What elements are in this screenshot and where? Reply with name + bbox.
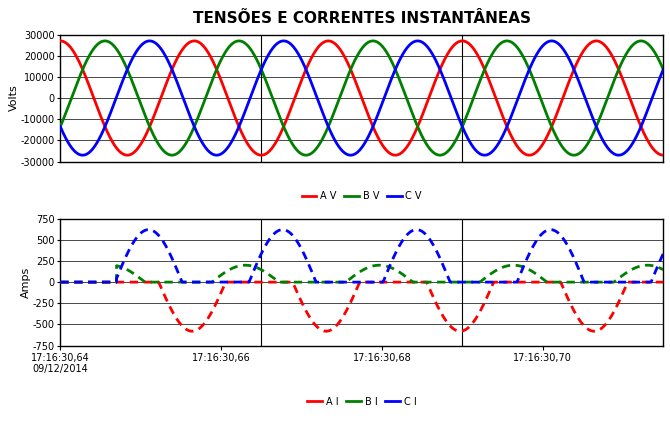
Legend: A I, B I, C I: A I, B I, C I: [304, 393, 420, 410]
Y-axis label: Volts: Volts: [9, 85, 19, 111]
Text: TENSÕES E CORRENTES INSTANTÂNEAS: TENSÕES E CORRENTES INSTANTÂNEAS: [193, 11, 531, 26]
Legend: A V, B V, C V: A V, B V, C V: [297, 187, 426, 205]
Y-axis label: Amps: Amps: [21, 267, 31, 298]
